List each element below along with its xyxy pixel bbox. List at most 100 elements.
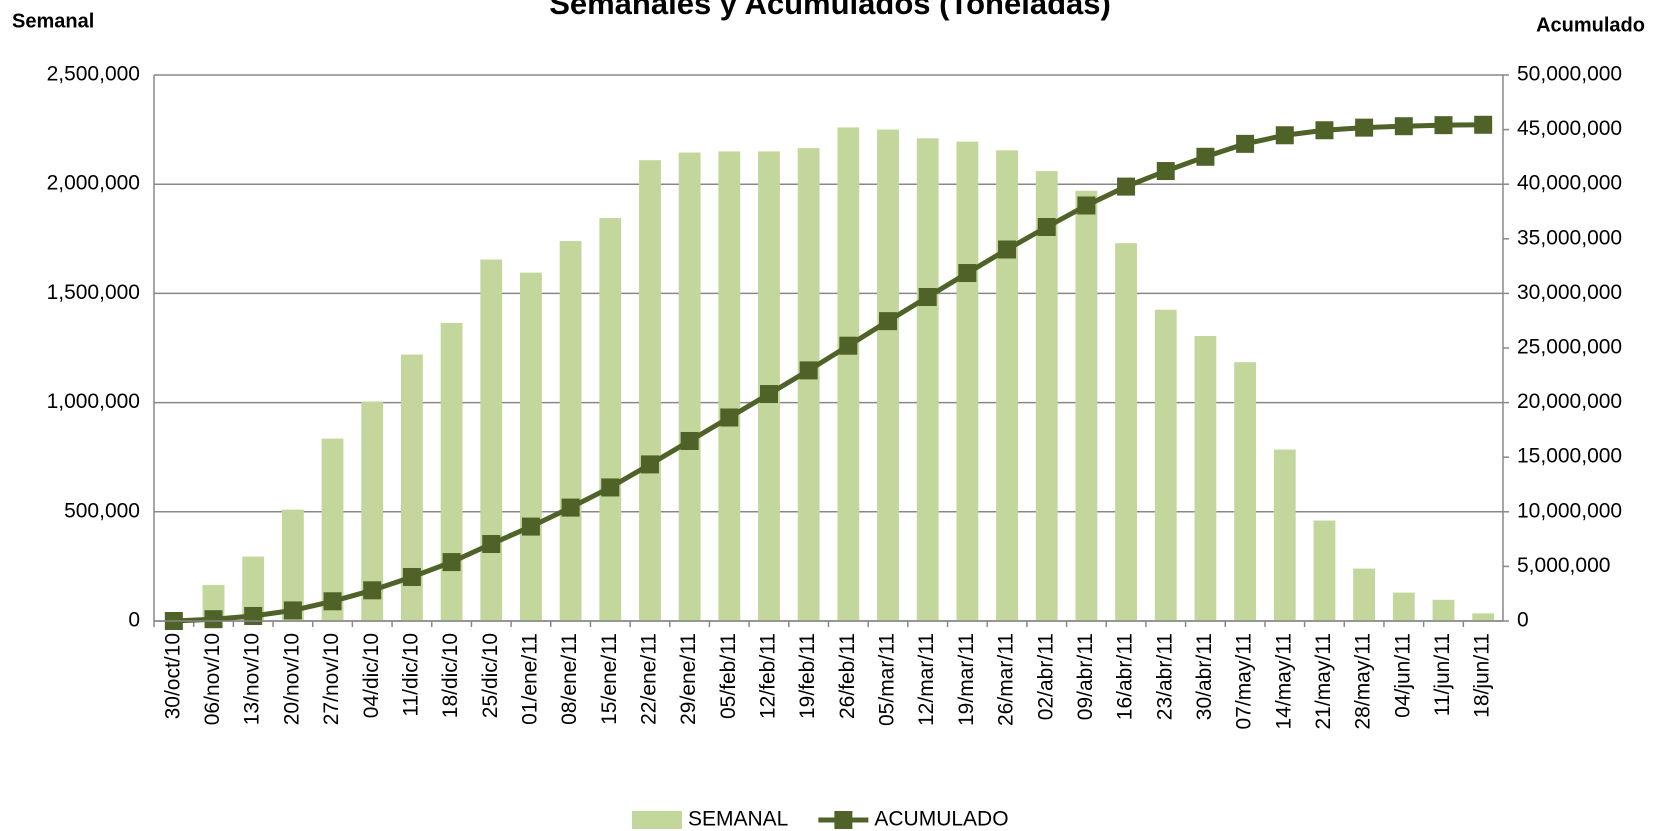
x-tick-label: 19/feb/11 [796, 633, 819, 719]
marker [1117, 177, 1136, 196]
y2-tick-label: 35,000,000 [1517, 226, 1622, 249]
marker [1236, 134, 1255, 153]
marker [799, 361, 818, 380]
marker [1394, 117, 1413, 136]
bar [1154, 309, 1177, 621]
marker [1196, 147, 1215, 166]
bar [1273, 449, 1296, 621]
x-tick-label: 26/feb/11 [836, 633, 859, 719]
y2-tick-label: 5,000,000 [1517, 554, 1610, 577]
marker [1315, 121, 1334, 140]
marker [283, 601, 302, 620]
marker [204, 610, 223, 629]
bar [1234, 362, 1257, 621]
x-tick-label: 16/abr/11 [1114, 633, 1137, 720]
x-tick-label: 11/dic/10 [399, 633, 422, 717]
y-tick-label: 2,500,000 [47, 63, 140, 86]
marker [1474, 115, 1493, 134]
y2-tick-label: 30,000,000 [1517, 281, 1622, 304]
bar [797, 148, 820, 621]
bar [321, 438, 344, 621]
y-axis-label: Semanal [12, 10, 94, 32]
marker [879, 312, 898, 331]
x-tick-label: 27/nov/10 [320, 633, 343, 725]
bar [440, 322, 463, 621]
bar [361, 401, 384, 621]
legend-label: ACUMULADO [874, 808, 1008, 831]
bar [1432, 599, 1455, 621]
x-tick-label: 15/ene/11 [598, 633, 621, 725]
bar [1075, 190, 1098, 621]
marker [759, 385, 778, 404]
x-tick-label: 30/abr/11 [1193, 633, 1216, 720]
y2-tick-label: 20,000,000 [1517, 390, 1622, 413]
y-tick-label: 1,000,000 [47, 390, 140, 413]
y2-tick-label: 40,000,000 [1517, 172, 1622, 195]
x-tick-label: 07/may/11 [1233, 633, 1256, 730]
bar [1392, 592, 1415, 621]
marker [1037, 218, 1056, 237]
x-tick-label: 20/nov/10 [280, 633, 303, 725]
x-tick-label: 02/abr/11 [1034, 633, 1057, 720]
y2-tick-label: 15,000,000 [1517, 445, 1622, 468]
y2-tick-label: 50,000,000 [1517, 63, 1622, 86]
x-tick-label: 11/jun/11 [1431, 633, 1454, 716]
marker [323, 592, 342, 611]
marker [561, 498, 580, 517]
bar [480, 259, 503, 621]
x-tick-label: 23/abr/11 [1153, 633, 1176, 720]
marker [1077, 196, 1096, 215]
y2-axis-label: Acumulado [1536, 14, 1645, 36]
marker [521, 517, 540, 536]
y-tick-label: 500,000 [64, 499, 140, 522]
bar [639, 160, 661, 621]
marker [918, 288, 937, 307]
legend-label: SEMANAL [688, 808, 788, 831]
bar [996, 150, 1018, 621]
marker [958, 264, 977, 283]
y-tick-label: 1,500,000 [47, 281, 140, 304]
bar [1115, 243, 1137, 621]
marker [442, 553, 461, 572]
marker [680, 431, 699, 450]
bar [1472, 613, 1495, 621]
marker [1275, 126, 1294, 145]
marker [720, 408, 739, 427]
bar [281, 509, 304, 621]
x-tick-label: 06/nov/10 [201, 633, 224, 725]
x-tick-label: 05/feb/11 [717, 633, 740, 719]
bar [837, 127, 860, 621]
chart-title: Semanales y Acumulados (Toneladas) [549, 0, 1111, 21]
marker [998, 240, 1017, 259]
line [173, 122, 1484, 624]
bar [520, 272, 542, 621]
x-tick-label: 30/oct/10 [161, 633, 184, 719]
marker [601, 478, 620, 497]
bar [1353, 568, 1376, 621]
marker [640, 455, 659, 474]
bar [400, 354, 423, 621]
bar [718, 151, 741, 621]
y2-tick-label: 45,000,000 [1517, 117, 1622, 140]
x-tick-label: 25/dic/10 [479, 633, 502, 718]
marker [1434, 116, 1453, 135]
marker [244, 606, 263, 625]
y2-tick-label: 25,000,000 [1517, 336, 1622, 359]
marker [839, 336, 858, 355]
marker [402, 567, 421, 586]
bar [599, 218, 622, 621]
y-tick-label: 0 [128, 609, 140, 632]
marker [1156, 162, 1175, 181]
bar [877, 129, 899, 621]
y2-tick-label: 0 [1517, 609, 1529, 632]
marker [363, 581, 382, 600]
bar [242, 556, 265, 621]
bar [559, 240, 582, 621]
x-tick-label: 28/may/11 [1352, 633, 1375, 730]
x-tick-label: 14/may/11 [1272, 633, 1295, 730]
marker [482, 535, 501, 554]
legend-swatch [834, 811, 853, 829]
x-tick-label: 04/jun/11 [1391, 633, 1414, 718]
x-tick-label: 09/abr/11 [1074, 633, 1097, 720]
